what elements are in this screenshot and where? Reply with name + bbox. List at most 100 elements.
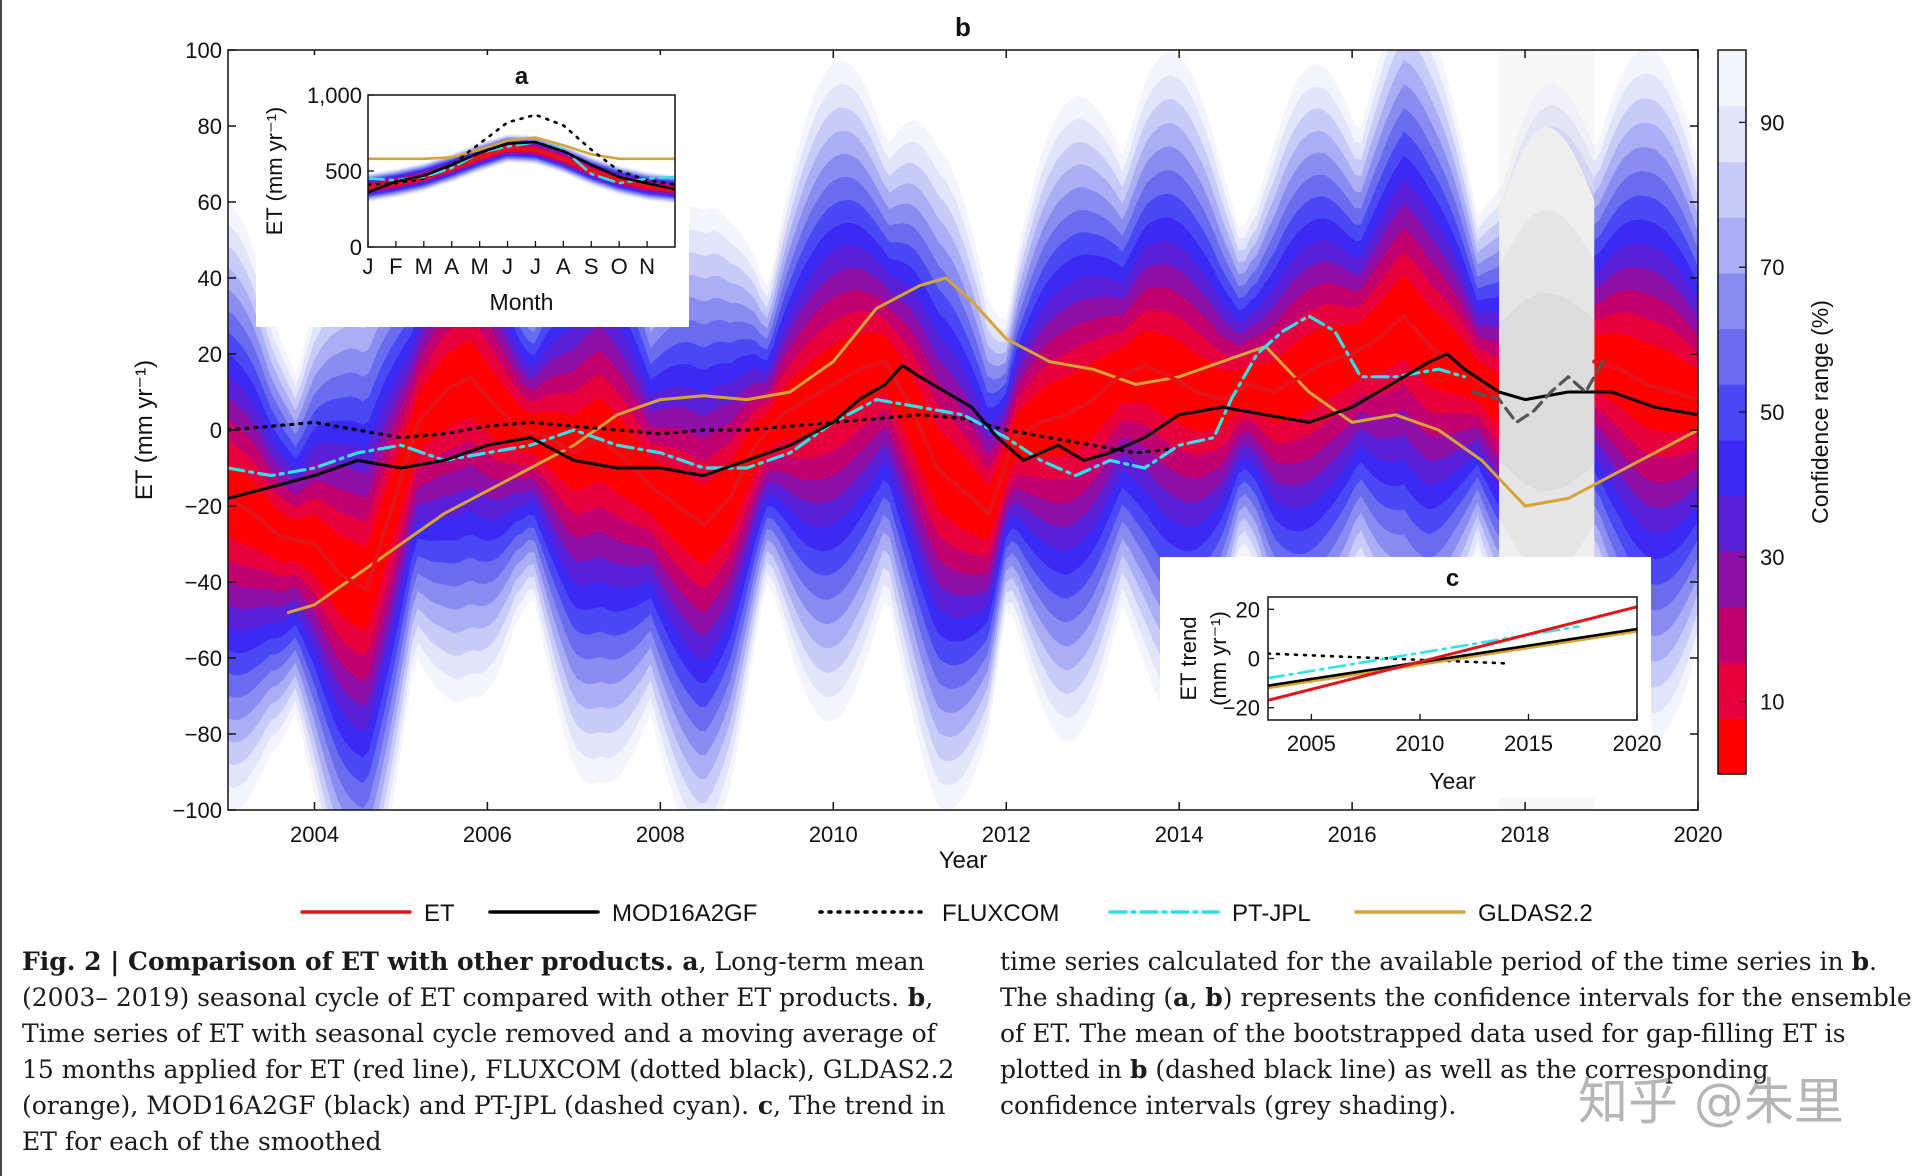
y-tick-label-a: 500	[325, 159, 362, 184]
caption-right-a: a	[1173, 983, 1190, 1012]
caption-text-c: , The trend in ET for each of the smooth…	[22, 1091, 946, 1156]
y-axis-label-b: ET (mm yr⁻¹)	[131, 360, 158, 500]
colorbar-swatch	[1718, 495, 1746, 552]
caption-right-text-2: . The shading (	[1000, 947, 1877, 1012]
y-tick-label-b: 20	[198, 342, 222, 367]
x-tick-label-c: 2020	[1613, 731, 1662, 756]
colorbar-label: Confidence range (%)	[1807, 300, 1833, 524]
series-line-pt-jpl	[228, 314, 1467, 478]
y-axis-label-a: ET (mm yr⁻¹)	[262, 107, 287, 236]
caption-fig-label: Fig. 2	[22, 947, 102, 976]
x-tick-label-a: M	[415, 254, 433, 279]
colorbar-swatch	[1718, 662, 1746, 719]
y-tick-label-b: −60	[185, 646, 222, 671]
inset-a-line-mod16a2gf	[368, 140, 675, 194]
caption-right-text-3: ) represents the confidence intervals fo…	[1000, 983, 1912, 1084]
series-line-gap-filled-mean	[1471, 360, 1605, 424]
inset-a-line-gldas2-2	[368, 136, 675, 161]
x-tick-label-a: O	[611, 254, 628, 279]
confidence-band-1	[228, 275, 1698, 631]
colorbar-tick-label: 10	[1760, 690, 1784, 715]
y-tick-label-c: −20	[1223, 696, 1260, 721]
panel-c-title: c	[1446, 565, 1459, 592]
y-tick-label-b: −100	[172, 798, 222, 823]
x-tick-label-b: 2006	[463, 822, 512, 847]
colorbar-tick-label: 70	[1760, 255, 1784, 280]
x-axis-label-c: Year	[1429, 768, 1476, 794]
series-line-et	[228, 314, 1502, 592]
series-line-mod16a2gf	[228, 352, 1698, 500]
x-tick-label-b: 2004	[290, 822, 339, 847]
inset-c-line-fluxcom	[1268, 652, 1509, 665]
caption-right-b3: b	[1129, 1055, 1148, 1084]
caption-right-comma: ,	[1189, 983, 1206, 1012]
x-tick-label-b: 2016	[1328, 822, 1377, 847]
panel-c-background	[1160, 557, 1651, 798]
x-tick-label-b: 2010	[809, 822, 858, 847]
caption-panel-c: c	[749, 1091, 774, 1120]
y-tick-label-a: 0	[350, 235, 362, 260]
colorbar: 10 30 50 70 90 Confidence range (%)	[1717, 49, 1833, 775]
colorbar-swatch	[1718, 105, 1746, 162]
watermark: 知乎 @朱里	[1578, 1073, 1844, 1131]
y-tick-label-c: 20	[1236, 597, 1260, 622]
legend-label-et: ET	[424, 900, 455, 927]
y-tick-label-c: 0	[1248, 647, 1260, 672]
y-tick-label-b: 40	[198, 266, 222, 291]
inset-c-line-mod16a2gf	[1268, 627, 1637, 687]
x-axis-label-a: Month	[490, 289, 554, 315]
series-line-gldas2-2	[287, 276, 1698, 614]
y-tick-label-b: 100	[185, 38, 222, 63]
x-tick-label-a: N	[639, 254, 655, 279]
legend-label-fluxcom: FLUXCOM	[942, 900, 1059, 927]
x-tick-label-c: 2015	[1504, 731, 1553, 756]
x-tick-label-a: J	[502, 254, 513, 279]
x-tick-label-a: S	[584, 254, 599, 279]
x-tick-label-a: A	[556, 254, 571, 279]
panel-a-title: a	[515, 63, 529, 90]
caption-right-b1: b	[1851, 947, 1870, 976]
colorbar-tick-label: 30	[1760, 545, 1784, 570]
legend-label-mod16a2gf: MOD16A2GF	[612, 900, 757, 927]
colorbar-swatch	[1718, 217, 1746, 274]
colorbar-swatch	[1718, 161, 1746, 218]
y-tick-label-a: 1,000	[307, 83, 362, 108]
x-tick-label-a: A	[444, 254, 459, 279]
x-tick-label-a: J	[363, 254, 374, 279]
x-tick-label-b: 2008	[636, 822, 685, 847]
y-tick-label-b: 60	[198, 190, 222, 215]
caption-left: Fig. 2 | Comparison of ET with other pro…	[22, 944, 962, 1160]
caption-text-a: , Long-term mean (2003– 2019) seasonal c…	[22, 947, 925, 1012]
x-tick-label-c: 2005	[1287, 731, 1336, 756]
series-line-fluxcom	[228, 413, 1173, 455]
inset-a-line-fluxcom	[368, 113, 675, 186]
colorbar-tick-label: 50	[1760, 400, 1784, 425]
caption-right: time series calculated for the available…	[1000, 944, 1912, 1124]
inset-a-band-12	[368, 134, 675, 203]
caption-right-b2: b	[1205, 983, 1223, 1012]
y-tick-label-b: −20	[185, 494, 222, 519]
x-tick-label-a: M	[470, 254, 488, 279]
caption-separator: |	[101, 947, 129, 976]
colorbar-swatch	[1718, 272, 1746, 330]
caption-text-b: , Time series of ET with seasonal cycle …	[22, 983, 955, 1120]
inset-a-line-et	[368, 146, 675, 191]
y-tick-label-b: −40	[185, 570, 222, 595]
x-tick-label-b: 2020	[1674, 822, 1723, 847]
inset-c-line-gldas2-2	[1268, 630, 1637, 690]
y-tick-label-b: −80	[185, 722, 222, 747]
panel-c-inset: 20 0 −20 2005 2010 2015 2020 c Year ET trend (mm y…	[1160, 557, 1661, 798]
inset-a-band-2	[368, 145, 675, 193]
panel-b-title: b	[955, 12, 971, 42]
caption-panel-b: b	[899, 983, 926, 1012]
colorbar-swatch	[1718, 50, 1746, 107]
inset-a-band-11	[368, 135, 675, 202]
x-tick-label-c: 2010	[1395, 731, 1444, 756]
colorbar-swatch	[1718, 606, 1746, 664]
y-tick-label-b: 80	[198, 114, 222, 139]
inset-a-line-pt-jpl	[368, 140, 675, 185]
y-axis-label-c-line2: (mm yr⁻¹)	[1206, 611, 1231, 706]
x-tick-label-a: F	[389, 254, 402, 279]
